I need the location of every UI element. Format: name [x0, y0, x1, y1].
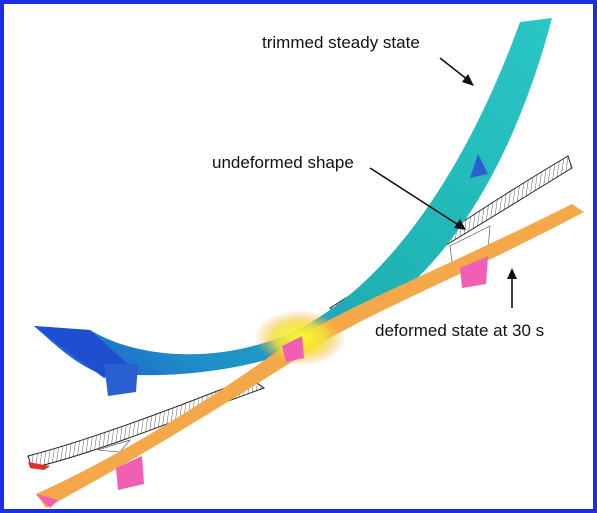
arrow-undeformed — [369, 167, 461, 227]
label-deformed-state: deformed state at 30 s — [375, 321, 544, 340]
wing-deformation-diagram: trimmed steady state undeformed shape de… — [27, 18, 584, 508]
arrow-trimmed — [439, 57, 469, 81]
tail-fin-blue-left — [104, 364, 138, 396]
label-trimmed-steady-state: trimmed steady state — [262, 33, 420, 52]
annotation-arrows — [369, 57, 517, 308]
label-undeformed-shape: undeformed shape — [212, 153, 354, 172]
trimmed-steady-state-wing — [34, 18, 552, 396]
tail-fins-pink — [36, 256, 488, 508]
tail-fin-blue-right — [470, 154, 488, 178]
